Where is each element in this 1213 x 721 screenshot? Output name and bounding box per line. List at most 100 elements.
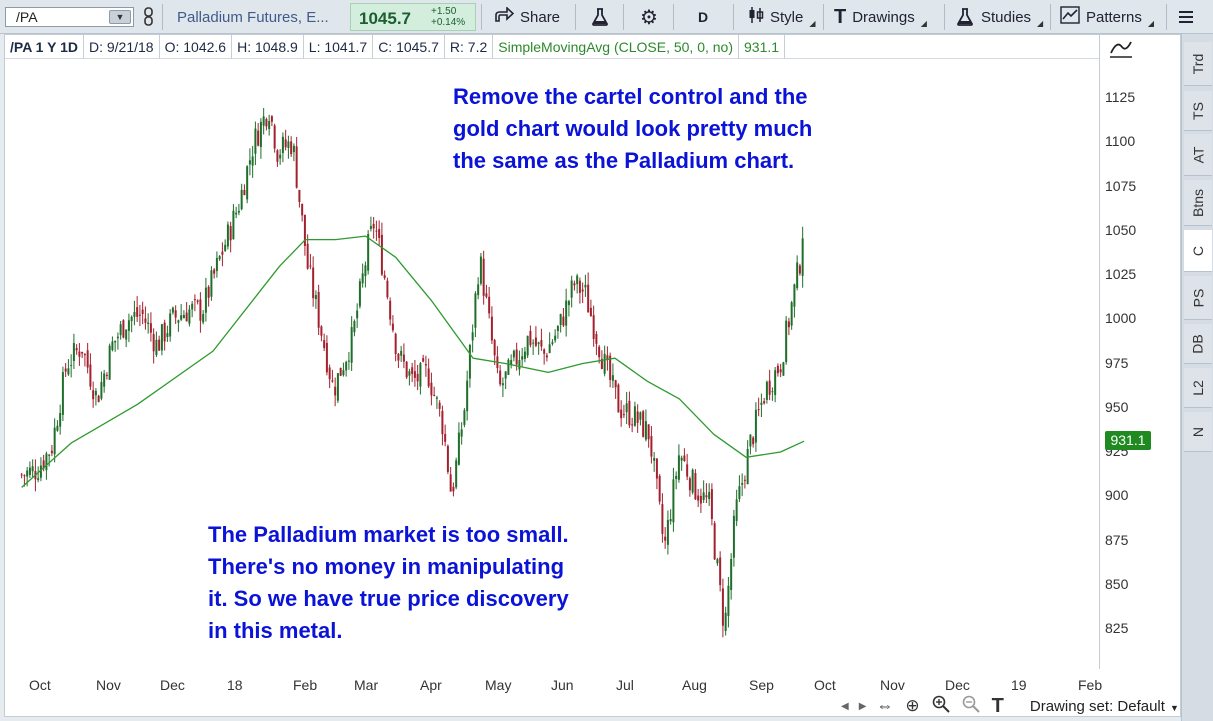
candle-body (576, 275, 579, 285)
chain-link-icon (144, 7, 153, 26)
drawings-button[interactable]: T Drawings ◢ (834, 3, 927, 31)
candle-body (532, 342, 535, 344)
candle-body (446, 445, 449, 472)
side-tab-ps[interactable]: PS (1184, 276, 1212, 320)
drawing-set-selector[interactable]: Drawing set: Default ▼ (1030, 698, 1179, 715)
candle-body (111, 341, 114, 351)
y-tick-label: 1125 (1105, 89, 1136, 105)
candle-body (521, 356, 524, 360)
candle-body (268, 120, 271, 129)
patterns-button[interactable]: Patterns ◢ (1060, 3, 1154, 31)
candle-body (551, 342, 554, 344)
candle-body (710, 489, 713, 520)
candle-body (633, 406, 636, 426)
price-scale[interactable] (1099, 35, 1182, 669)
candle-body (273, 125, 276, 149)
side-tab-ts[interactable]: TS (1184, 91, 1212, 131)
candle-body (229, 226, 232, 241)
candle-body (669, 519, 672, 522)
scroll-right-icon[interactable]: ▶ (858, 700, 867, 712)
candle-body (279, 154, 282, 159)
candle-body (787, 321, 790, 328)
price-chart[interactable] (5, 35, 1099, 669)
side-tab-trd[interactable]: Trd (1184, 42, 1212, 86)
candle-body (163, 322, 166, 342)
crosshair-icon[interactable]: ⊕ (905, 696, 920, 715)
candle-body (721, 588, 724, 626)
text-tool-icon[interactable]: T (991, 694, 1004, 717)
percent-change: +0.14% (431, 17, 466, 28)
candle-body (254, 128, 257, 154)
candle-body (347, 360, 350, 362)
style-button[interactable]: Style ◢ (748, 3, 816, 31)
candle-body (515, 349, 518, 365)
side-tab-btns[interactable]: Btns (1184, 180, 1212, 226)
symbol-dropdown-button[interactable]: ▼ (109, 10, 131, 24)
candle-body (477, 284, 480, 296)
menu-button[interactable] (1178, 3, 1194, 31)
candle-body (540, 340, 543, 347)
candle-body (136, 307, 139, 317)
candle-body (754, 409, 757, 443)
candle-body (202, 313, 205, 323)
candle-body (193, 299, 196, 301)
side-tab-at[interactable]: AT (1184, 134, 1212, 176)
settings-button[interactable]: ⚙ (640, 3, 658, 31)
candle-body (452, 486, 455, 492)
candle-body (716, 559, 719, 564)
toolbar-divider (1050, 4, 1051, 30)
x-tick-label: Feb (293, 677, 318, 693)
candle-body (512, 350, 515, 358)
candle-body (160, 324, 163, 351)
text-tool-icon: T (834, 5, 847, 28)
drawings-label: Drawings (852, 8, 915, 26)
side-tab-label: L2 (1189, 379, 1206, 396)
pan-icon[interactable]: ⇔ (876, 696, 894, 715)
scroll-left-icon[interactable]: ◀ (841, 700, 849, 712)
candle-body (125, 329, 128, 340)
y-tick-label: 1025 (1105, 266, 1137, 282)
zoom-out-icon[interactable] (962, 695, 980, 718)
studies-button[interactable]: Studies ◢ (955, 3, 1043, 31)
candle-body (628, 400, 631, 426)
chart-symbol-period[interactable]: /PA 1 Y 1D (5, 34, 84, 59)
candle-body (235, 212, 238, 215)
y-tick-label: 900 (1105, 487, 1129, 504)
candle-body (479, 256, 482, 284)
y-tick-label: 875 (1105, 531, 1129, 548)
toolbar-divider (481, 4, 482, 30)
annotation-bottom[interactable]: The Palladium market is too small. There… (208, 522, 569, 643)
flask-button[interactable] (590, 3, 610, 31)
side-tab-label: TS (1189, 101, 1206, 120)
candle-body (636, 411, 639, 423)
period-button[interactable]: D (698, 3, 708, 31)
link-icon[interactable] (142, 3, 156, 31)
candle-body (708, 491, 711, 499)
share-label: Share (520, 8, 561, 26)
candle-body (567, 301, 570, 306)
candle-body (661, 504, 664, 534)
candle-body (127, 320, 130, 331)
symbol-input[interactable]: /PA ▼ (5, 7, 134, 27)
side-tab-db[interactable]: DB (1184, 324, 1212, 364)
candle-body (765, 381, 768, 400)
candle-body (20, 474, 23, 476)
candle-body (141, 309, 144, 314)
side-tab-n[interactable]: N (1184, 412, 1212, 452)
study-label[interactable]: SimpleMovingAvg (CLOSE, 50, 0, no) (493, 34, 740, 59)
share-button[interactable]: Share (494, 3, 560, 31)
candle-body (688, 478, 691, 491)
side-tab-label: PS (1190, 288, 1206, 307)
toolbar-divider (944, 4, 945, 30)
candle-body (331, 380, 334, 382)
net-change: +1.50 (431, 6, 457, 17)
drawing-tool-icon[interactable] (1108, 38, 1134, 60)
instrument-description[interactable]: Palladium Futures, E... (177, 8, 329, 26)
candle-body (534, 337, 537, 346)
side-tab-l2[interactable]: L2 (1184, 368, 1212, 408)
side-tab-c[interactable]: C (1184, 230, 1212, 272)
candle-body (779, 369, 782, 373)
zoom-in-icon[interactable] (932, 695, 950, 718)
annotation-top[interactable]: Remove the cartel control and the gold c… (453, 84, 813, 173)
chart-panel[interactable]: /PA 1 Y 1D D: 9/21/18 O: 1042.6 H: 1048.… (4, 34, 1181, 717)
